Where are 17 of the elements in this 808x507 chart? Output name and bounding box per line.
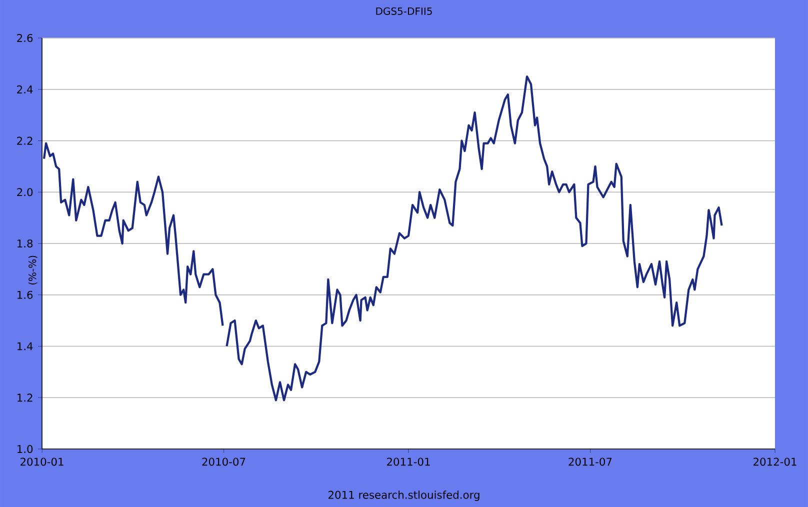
x-tick-label: 2011-01 — [386, 458, 430, 466]
y-tick-label: 1.6 — [18, 290, 33, 299]
y-tick-label: 1.8 — [18, 239, 33, 248]
y-tick-label: 1.0 — [18, 444, 33, 454]
y-tick-label: 2.6 — [17, 34, 33, 42]
y-tick-label: 1.4 — [18, 342, 33, 350]
text: 2011 research.stlouisfed.org — [328, 490, 480, 501]
x-tick-label: 2012-01 — [753, 458, 796, 466]
y-tick-label: 2.2 — [17, 136, 32, 145]
y-axis-title: (%-%) — [28, 256, 38, 285]
chart-title: DGS5-DFII5 — [376, 7, 432, 15]
y-tick-label: 1.2 — [18, 394, 32, 402]
x-tick-label: 2011-07 — [568, 458, 612, 466]
y-tick-label: 2.4 — [17, 85, 33, 94]
y-tick-label: 2.0 — [17, 188, 33, 196]
x-tick-label: 2010-01 — [20, 458, 64, 466]
x-tick-label: 2010-07 — [202, 458, 246, 466]
